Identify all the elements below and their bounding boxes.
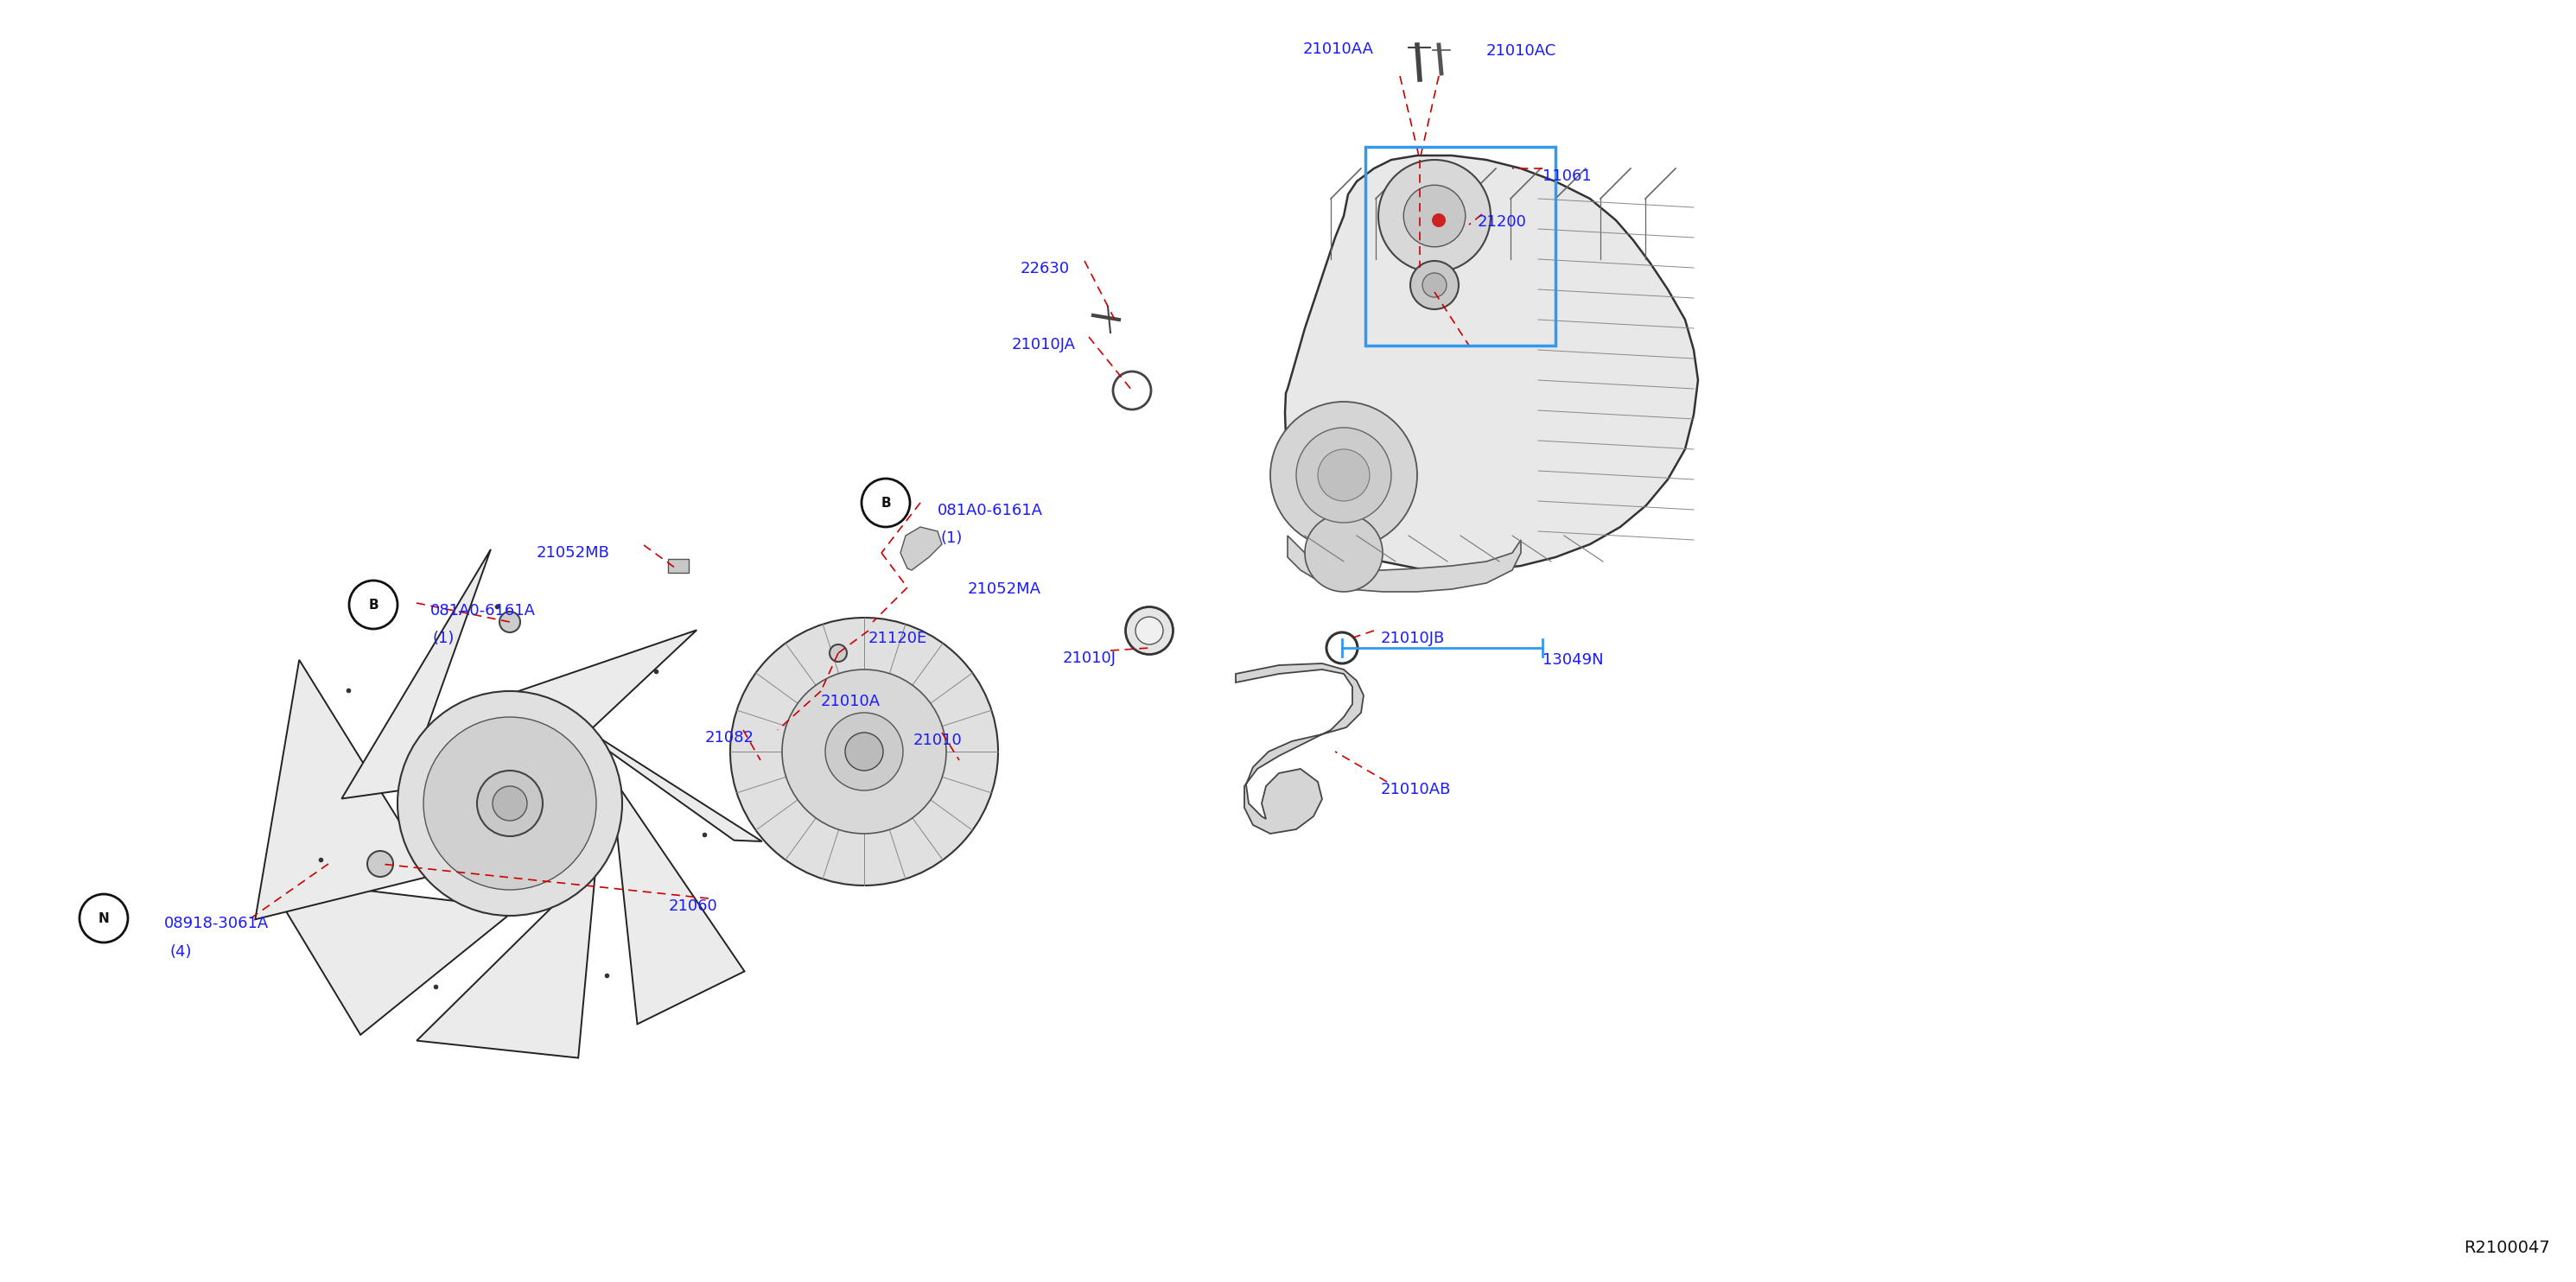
- Bar: [1365, 147, 1556, 346]
- Text: 21052MB: 21052MB: [536, 545, 608, 560]
- Text: 21010: 21010: [912, 732, 961, 749]
- Circle shape: [1404, 185, 1466, 247]
- Circle shape: [350, 581, 397, 629]
- Text: R2100047: R2100047: [2463, 1240, 2550, 1256]
- Text: B: B: [881, 496, 891, 509]
- Text: (1): (1): [433, 631, 453, 646]
- Text: N: N: [98, 912, 108, 924]
- Polygon shape: [1285, 155, 1698, 570]
- Polygon shape: [546, 706, 762, 841]
- Text: 21052MA: 21052MA: [969, 582, 1041, 597]
- Text: 21010J: 21010J: [1064, 650, 1115, 667]
- Text: (4): (4): [170, 945, 191, 960]
- Circle shape: [1296, 428, 1391, 523]
- Circle shape: [80, 894, 129, 942]
- Text: 21010JA: 21010JA: [1012, 337, 1077, 353]
- Text: 11061: 11061: [1543, 168, 1592, 185]
- Circle shape: [860, 478, 909, 527]
- Circle shape: [1270, 401, 1417, 549]
- Polygon shape: [1288, 536, 1520, 592]
- Circle shape: [1432, 213, 1445, 227]
- Circle shape: [1306, 514, 1383, 592]
- Text: 08918-3061A: 08918-3061A: [165, 915, 268, 931]
- Text: 21010A: 21010A: [822, 694, 881, 709]
- Polygon shape: [255, 660, 435, 919]
- Circle shape: [422, 717, 595, 890]
- Text: (1): (1): [940, 531, 961, 546]
- Circle shape: [477, 770, 544, 836]
- Polygon shape: [456, 629, 696, 764]
- Text: 21082: 21082: [706, 729, 755, 746]
- Text: 13049N: 13049N: [1543, 653, 1602, 668]
- Text: B: B: [368, 599, 379, 612]
- Text: 21010AC: 21010AC: [1486, 44, 1556, 59]
- Circle shape: [845, 732, 884, 770]
- Polygon shape: [902, 527, 943, 570]
- Circle shape: [397, 691, 623, 915]
- Text: 21010AA: 21010AA: [1303, 41, 1373, 56]
- Circle shape: [1422, 273, 1448, 297]
- Polygon shape: [343, 549, 492, 799]
- Text: 081A0-6161A: 081A0-6161A: [938, 503, 1043, 518]
- Bar: [667, 559, 688, 573]
- Circle shape: [500, 612, 520, 632]
- Circle shape: [368, 851, 394, 877]
- Polygon shape: [1236, 664, 1363, 833]
- Text: 081A0-6161A: 081A0-6161A: [430, 603, 536, 618]
- Circle shape: [824, 713, 904, 791]
- Polygon shape: [417, 860, 598, 1058]
- Circle shape: [783, 669, 945, 833]
- Circle shape: [1378, 160, 1492, 272]
- Ellipse shape: [1126, 606, 1172, 654]
- Circle shape: [829, 645, 848, 662]
- Text: 21010AB: 21010AB: [1381, 782, 1450, 797]
- Ellipse shape: [1136, 617, 1164, 645]
- Circle shape: [1409, 262, 1458, 309]
- Circle shape: [729, 618, 997, 886]
- Text: 21060: 21060: [670, 899, 719, 914]
- Text: 22630: 22630: [1020, 262, 1069, 277]
- Polygon shape: [608, 772, 744, 1024]
- Text: 21010JB: 21010JB: [1381, 631, 1445, 646]
- Circle shape: [1319, 449, 1370, 501]
- Polygon shape: [265, 878, 520, 1035]
- Text: 21200: 21200: [1479, 214, 1528, 229]
- Circle shape: [492, 786, 528, 820]
- Text: 21120E: 21120E: [868, 631, 927, 646]
